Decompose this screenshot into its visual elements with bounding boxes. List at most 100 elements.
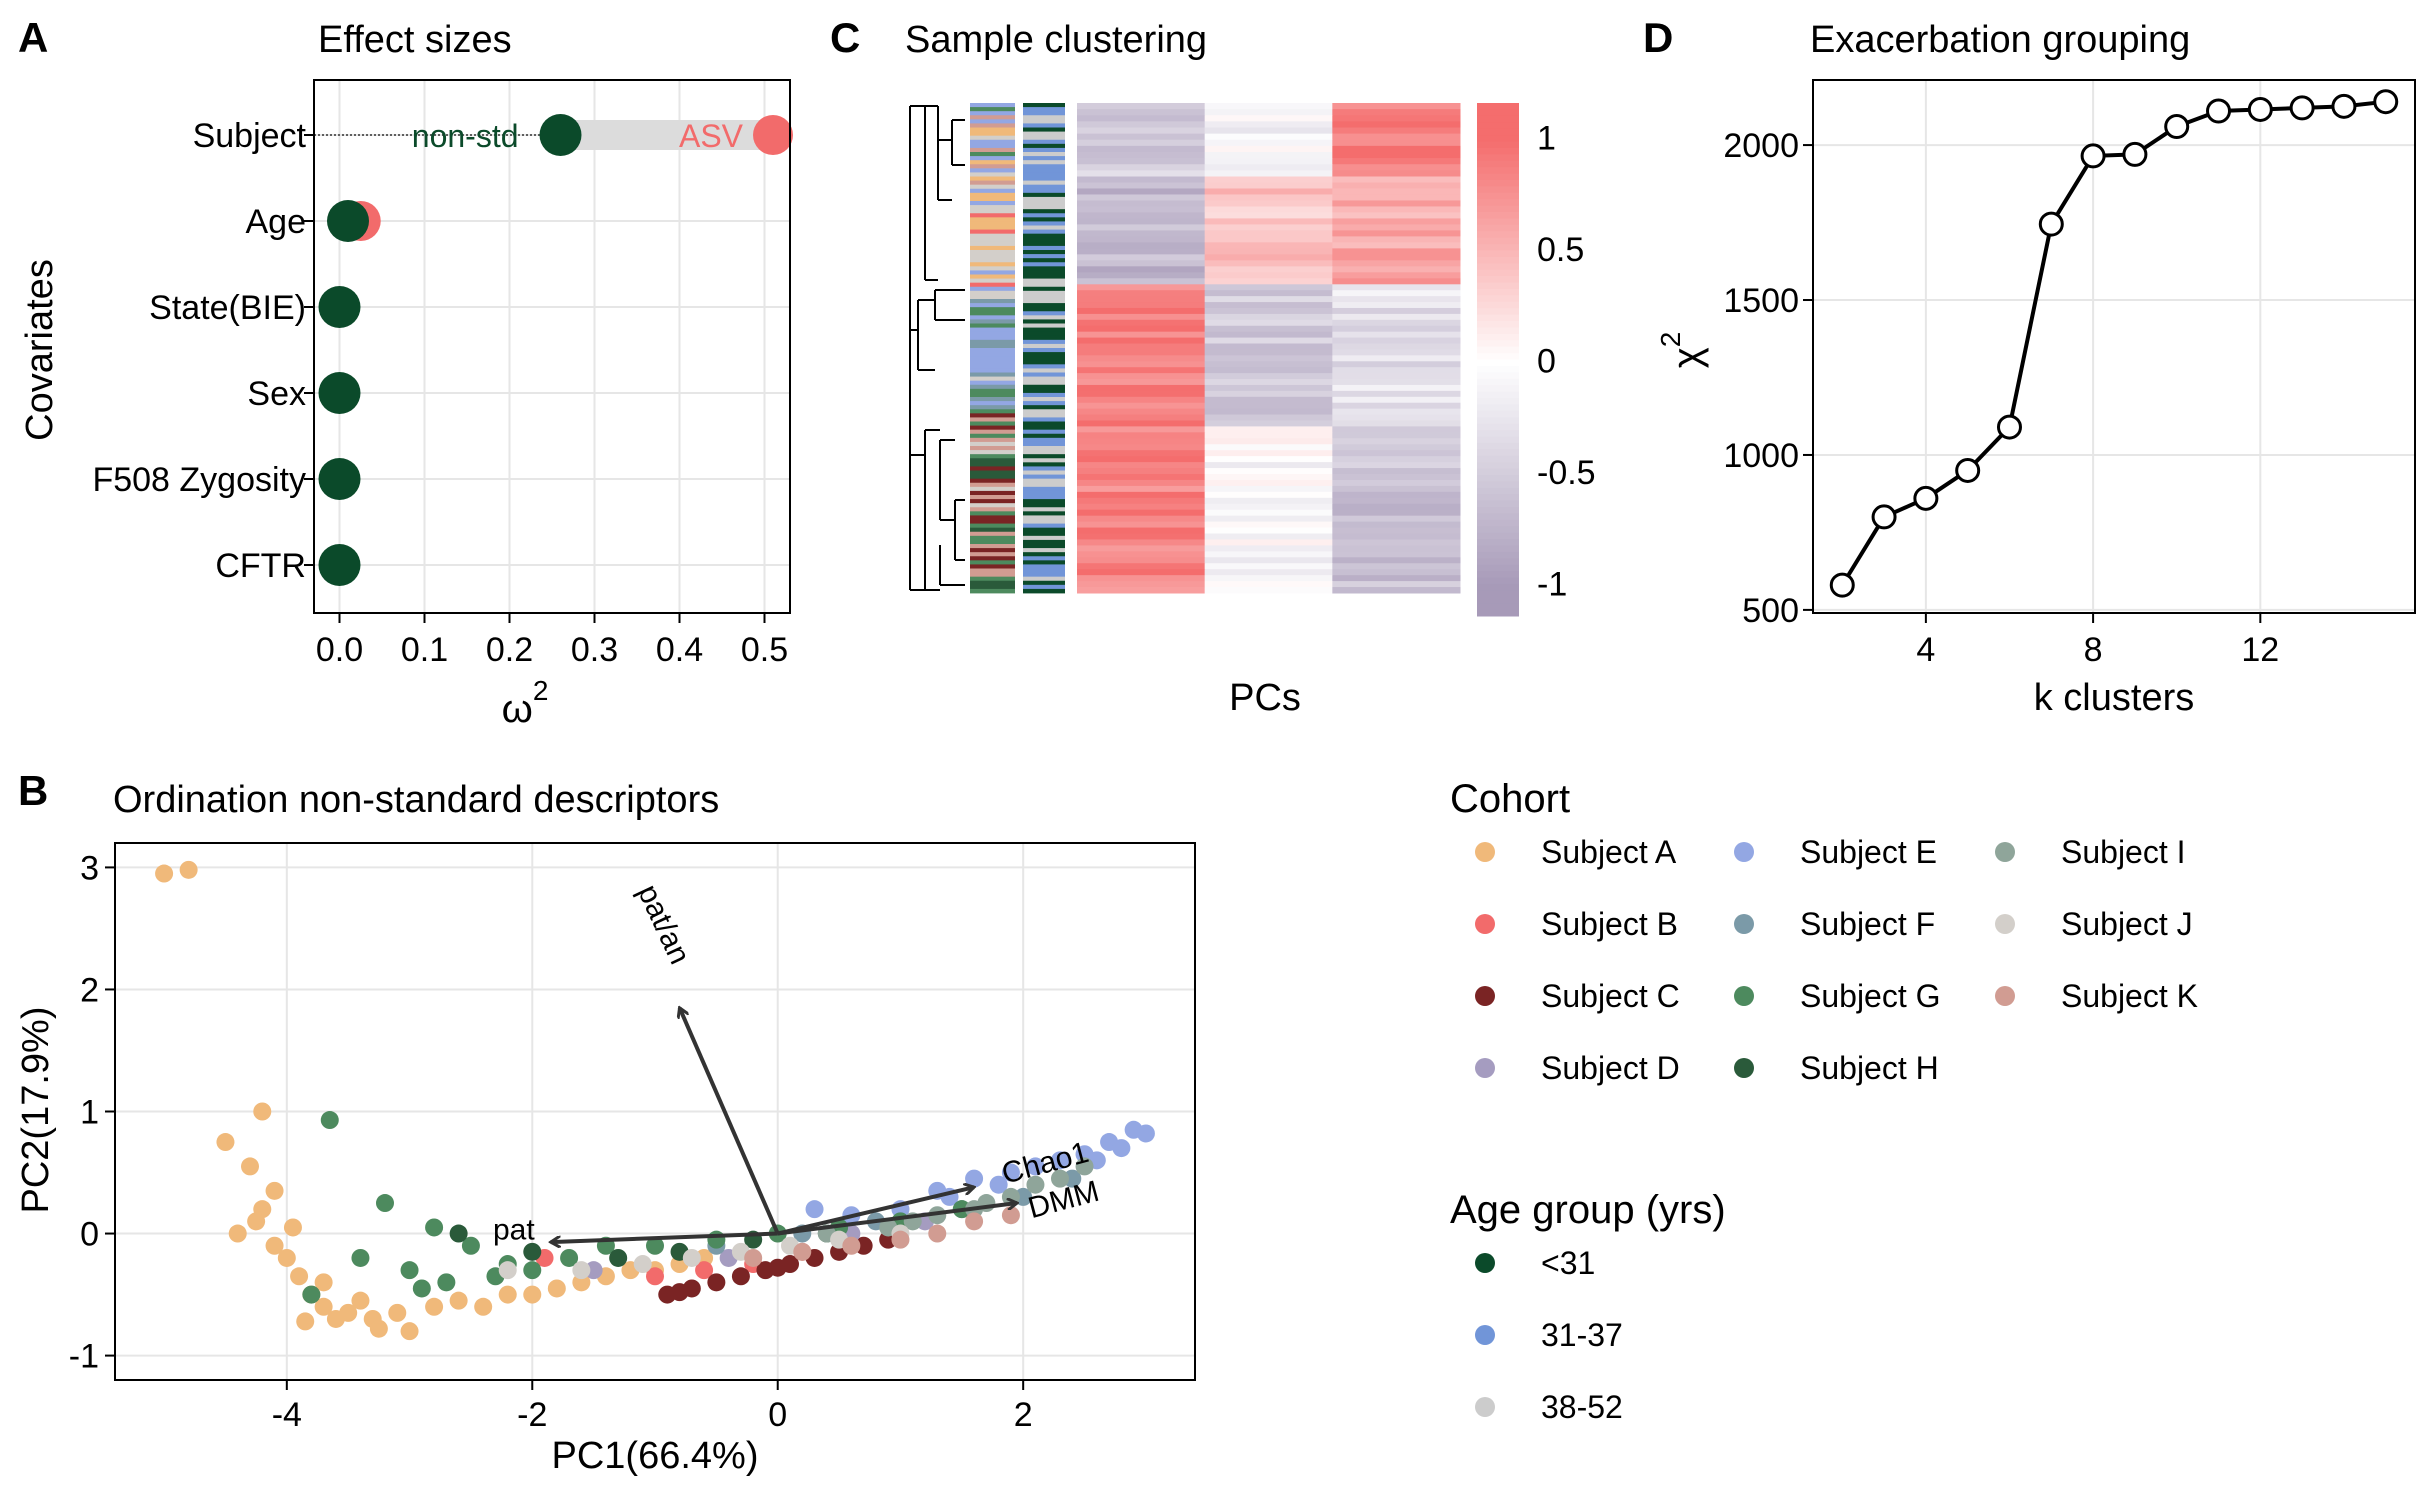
panel-d-point (2038, 211, 2064, 237)
panel-c-cohort-track-cell (970, 499, 1015, 504)
panel-c-cohort-track-cell (970, 327, 1015, 333)
panel-c-colorbar-step (1477, 218, 1519, 226)
panel-c-age-track-cell (1023, 278, 1065, 284)
panel-b-point (400, 1322, 419, 1341)
panel-c-heat-cell (1077, 390, 1206, 398)
panel-c-age-track-cell (1023, 180, 1065, 186)
panel-c-heat-cell (1332, 313, 1461, 321)
panel-c-age-track-cell (1023, 380, 1065, 386)
panel-c-heat-cell (1077, 479, 1206, 487)
panel-c-heat-cell (1077, 420, 1206, 427)
panel-c-age-track-cell (1023, 152, 1065, 157)
panel-d-point (1871, 504, 1897, 530)
panel-c-heat-cell (1332, 176, 1461, 183)
panel-c-cohort-track-cell (970, 466, 1015, 471)
panel-b-tick-labels: -4 -2 0 2 -1 0 1 2 3 (69, 849, 1033, 1434)
panel-b-point (498, 1285, 517, 1304)
panel-c-heat-cell (1077, 164, 1206, 171)
legend-cohort-label: Subject J (2061, 906, 2193, 942)
panel-a-xtick-label: 0.2 (486, 631, 533, 669)
panel-c-heat-cell (1077, 379, 1206, 386)
panel-b-point (1051, 1169, 1069, 1188)
panel-b-xlabel: PC1(66.4%) (552, 1435, 759, 1477)
panel-c-heat-cell (1077, 396, 1206, 404)
panel-c-cohort-track-cell (970, 262, 1015, 267)
panel-c-age-track-cell (1023, 490, 1065, 496)
panel-c-colorbar-step (1477, 583, 1519, 591)
panel-c-age-track-cell (1023, 519, 1065, 524)
panel-c-age-track-cell (1023, 135, 1065, 141)
panel-c-heat-cell (1204, 313, 1333, 321)
panel-c-cohort-track-cell (970, 168, 1015, 173)
panel-b-point (425, 1218, 444, 1237)
panel-c-age-track-cell (1023, 213, 1065, 218)
legend-cohort-label: Subject K (2061, 978, 2198, 1014)
panel-c-colorbar-step (1477, 192, 1519, 200)
panel-c-cohort-track-cell (970, 233, 1015, 239)
panel-c-cohort-track-cell (970, 556, 1015, 561)
panel-c-heat-cell (1204, 432, 1333, 439)
panel-c-age-track-cell (1023, 584, 1065, 590)
panel-c-heat-cell (1332, 539, 1461, 546)
panel-c-cohort-track-cell (970, 213, 1015, 218)
panel-c-heat-cell (1204, 349, 1333, 356)
legend-cohort-swatch (1995, 986, 2015, 1006)
panel-c-cohort-track-cell (970, 172, 1015, 177)
panel-c-heat-cell (1332, 230, 1461, 237)
panel-c-age-track-cell (1023, 307, 1065, 312)
panel-c-heat-cell (1204, 379, 1333, 386)
panel-c-cohort-track-cell (970, 548, 1015, 553)
panel-b-point (314, 1273, 333, 1292)
panel-b-point (1026, 1175, 1045, 1194)
panel-c-heat-cell (1077, 182, 1206, 189)
panel-c-heat-cell (1077, 468, 1206, 475)
panel-c-annotation-tracks (970, 103, 1065, 594)
panel-c-heat-cell (1204, 509, 1333, 517)
panel-d-xtick-label: 8 (2084, 631, 2103, 669)
legend-age-swatch (1475, 1325, 1495, 1345)
panel-d-ytick-label: 1000 (1723, 437, 1799, 475)
panel-c-heat-cell (1077, 515, 1206, 523)
panel-c-colorbar-step (1477, 314, 1519, 322)
panel-c-age-track-cell (1023, 515, 1065, 520)
panel-c-cohort-track-cell (970, 425, 1015, 431)
panel-c-cohort-track-cell (970, 474, 1015, 480)
panel-c-age-track-cell (1023, 392, 1065, 398)
panel-b-point (412, 1279, 431, 1298)
legend-cohort-swatch (1475, 1058, 1495, 1078)
panel-c-heat-cell (1332, 121, 1461, 128)
panel-b-point (670, 1283, 689, 1302)
panel-a-point-nonstd (318, 458, 361, 500)
panel-c-heat-cell (1077, 408, 1206, 416)
panel-c-colorbar-step (1477, 436, 1519, 444)
panel-c-heat-cell (1077, 343, 1206, 350)
panel-c-age-track-cell (1023, 143, 1065, 149)
panel-c-cohort-track-cell (970, 176, 1015, 181)
panel-b-point (523, 1261, 542, 1280)
panel-c-heat-cell (1077, 176, 1206, 183)
panel-d-ytick-label: 1500 (1723, 282, 1799, 320)
panel-c-heat-cell (1332, 164, 1461, 171)
panel-c: C Sample clustering 1 0.5 0 -0.5 -1 PCs (830, 14, 1596, 719)
panel-c-heat-cell (1204, 438, 1333, 445)
panel-d-point (1829, 572, 1855, 598)
panel-c-cohort-track-cell (970, 507, 1015, 512)
panel-c-age-track-cell (1023, 217, 1065, 222)
panel-c-cohort-track-cell (970, 225, 1015, 230)
panel-c-age-track-cell (1023, 335, 1065, 341)
panel-c-age-track-cell (1023, 544, 1065, 549)
panel-c-cohort-track-cell (970, 519, 1015, 524)
panel-a-ytick-label: CFTR (215, 547, 306, 585)
panel-c-cohort-track-cell (970, 576, 1015, 582)
panel-c-heat-cell (1332, 408, 1461, 416)
panel-c-heat-cell (1204, 206, 1333, 213)
panel-c-heat-cell (1332, 319, 1461, 327)
panel-c-age-track-cell (1023, 258, 1065, 263)
panel-b-point (1001, 1206, 1020, 1225)
panel-c-cohort-track-cell (970, 348, 1015, 353)
panel-c-heat-cell (1204, 278, 1333, 285)
panel-c-age-track-cell (1023, 176, 1065, 181)
panel-b-ytick-label: 2 (80, 971, 99, 1009)
panel-c-heat-cell (1204, 218, 1333, 225)
panel-c-heat-cell (1332, 182, 1461, 189)
